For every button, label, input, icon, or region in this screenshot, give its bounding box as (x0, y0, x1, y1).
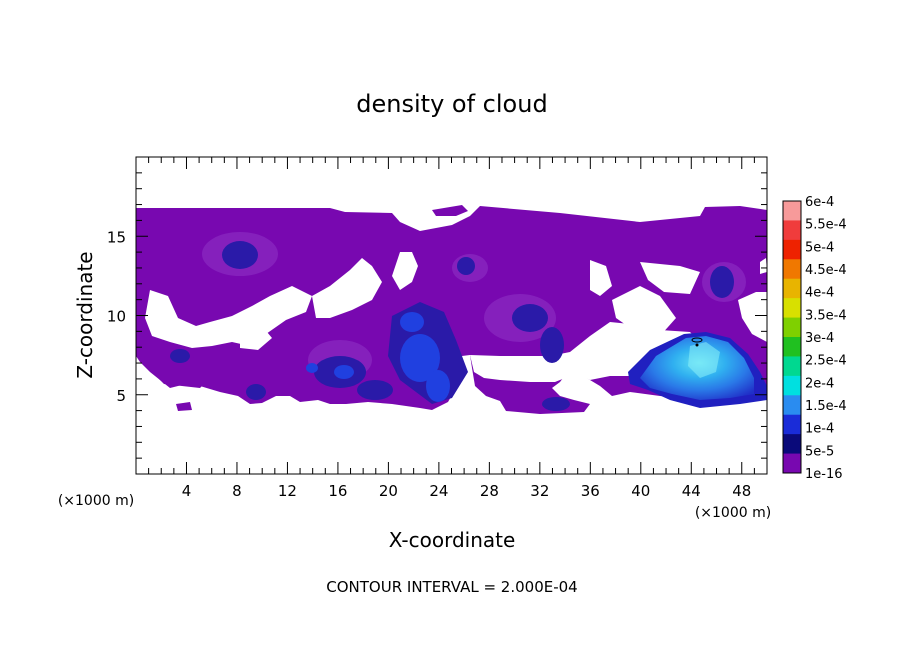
cloud-lobe-left (150, 352, 212, 388)
colorbar-swatch (783, 356, 801, 377)
anvil-core (628, 332, 767, 408)
x-tick-label: 4 (182, 482, 192, 500)
x-tick-label: 48 (732, 482, 751, 500)
colorbar-label: 1e-4 (805, 422, 834, 437)
colorbar-label: 3.5e-4 (805, 308, 847, 323)
colorbar-swatch (783, 201, 801, 221)
x-tick-label: 8 (232, 482, 242, 500)
x-tick-label: 28 (480, 482, 499, 500)
x-tick-label: 16 (328, 482, 347, 500)
x-axis: 4 8 12 16 20 24 28 32 36 40 44 48 (148, 157, 755, 500)
x-unit-right: (×1000 m) (695, 505, 771, 521)
colorbar-label: 6e-4 (805, 195, 834, 210)
x-tick-label: 44 (682, 482, 701, 500)
colorbar-label: 4.5e-4 (805, 263, 847, 278)
colorbar-swatch (783, 278, 801, 299)
cloud-cores-1e-4 (306, 312, 450, 402)
cloud-wisp-upper (432, 205, 468, 216)
colorbar-swatch (783, 259, 801, 280)
colorbar-label: 3e-4 (805, 331, 834, 346)
colorbar-swatch (783, 434, 801, 455)
y-tick-label: 10 (107, 308, 126, 326)
colorbar-swatch (783, 239, 801, 260)
colorbar-swatch (783, 317, 801, 338)
contour-field (136, 205, 767, 414)
x-tick-label: 32 (530, 482, 549, 500)
colorbar-swatch (783, 395, 801, 416)
y-tick-label: 5 (116, 387, 126, 405)
colorbar: 6e-4 5.5e-4 5e-4 4.5e-4 4e-4 3.5e-4 3e-4 2.5e-4… (782, 195, 847, 482)
x-tick-label: 20 (379, 482, 398, 500)
x-tick-label: 36 (581, 482, 600, 500)
y-tick-label: 15 (107, 228, 126, 246)
colorbar-swatch (783, 298, 801, 319)
colorbar-label: 2.5e-4 (805, 354, 847, 369)
colorbar-label: 2e-4 (805, 376, 834, 391)
chart-title: density of cloud (356, 90, 547, 118)
y-axis: 5 10 15 (107, 172, 767, 459)
contour-interval-note: CONTOUR INTERVAL = 2.000E-04 (326, 578, 577, 596)
colorbar-swatch (783, 414, 801, 435)
colorbar-label: 1.5e-4 (805, 399, 847, 414)
x-tick-label: 24 (429, 482, 448, 500)
colorbar-label: 4e-4 (805, 286, 834, 301)
colorbar-swatch (783, 375, 801, 396)
x-tick-label: 12 (278, 482, 297, 500)
cloud-lobe-small (176, 402, 192, 411)
x-axis-title: X-coordinate (389, 528, 516, 552)
colorbar-frame (782, 200, 802, 474)
y-axis-title: Z-coordinate (73, 251, 97, 378)
colorbar-swatch (783, 453, 801, 474)
x-unit-left: (×1000 m) (58, 493, 134, 509)
colorbar-label: 5e-4 (805, 240, 834, 255)
colorbar-label: 1e-16 (805, 467, 843, 482)
colorbar-label: 5.5e-4 (805, 218, 847, 233)
x-tick-label: 40 (631, 482, 650, 500)
cloud-lobe-lowmid (480, 381, 508, 392)
colorbar-swatch (783, 220, 801, 241)
colorbar-label: 5e-5 (805, 444, 834, 459)
colorbar-swatch (783, 337, 801, 357)
clear-air-gaps (145, 252, 767, 382)
